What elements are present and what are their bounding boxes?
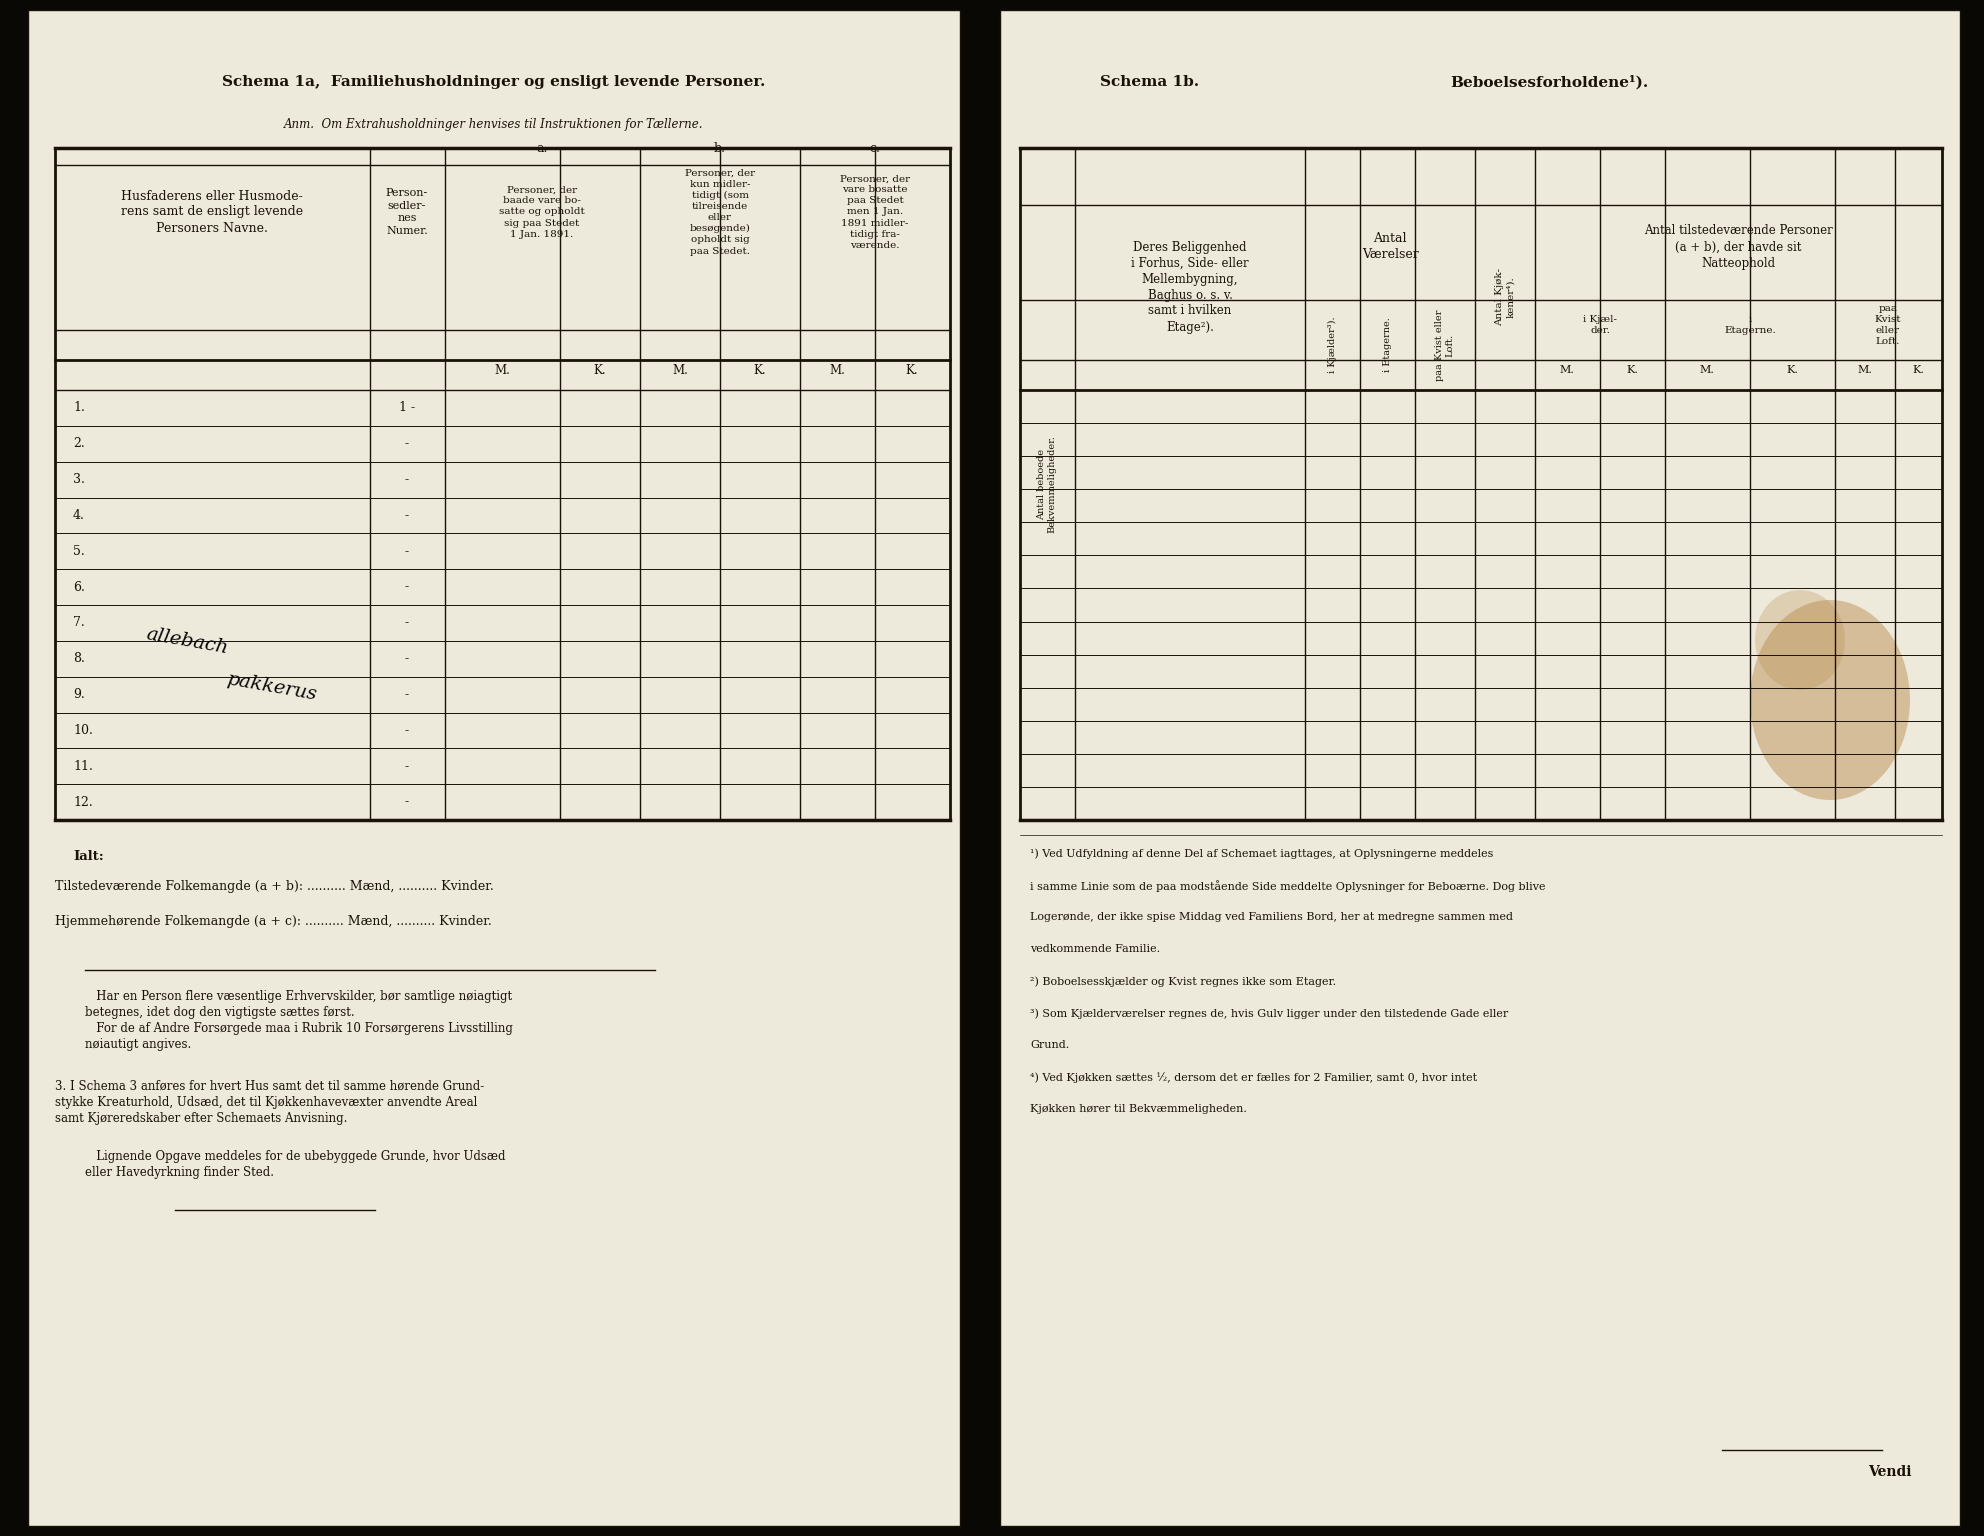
Text: Lignende Opgave meddeles for de ubebyggede Grunde, hvor Udsæd
eller Havedyrkning: Lignende Opgave meddeles for de ubebygge…	[85, 1150, 506, 1180]
Text: 4.: 4.	[73, 508, 85, 522]
Text: 9.: 9.	[73, 688, 85, 700]
Text: vedkommende Familie.: vedkommende Familie.	[1030, 945, 1161, 954]
Text: -: -	[405, 616, 409, 630]
Text: ²) Boboelsesskjælder og Kvist regnes ikke som Etager.: ²) Boboelsesskjælder og Kvist regnes ikk…	[1030, 975, 1335, 986]
Text: M.: M.	[829, 364, 845, 376]
Text: M.: M.	[1559, 366, 1575, 375]
Text: 3.: 3.	[73, 473, 85, 485]
Text: i
Etagerne.: i Etagerne.	[1724, 315, 1776, 335]
Text: paa Kvist eller
Loft.: paa Kvist eller Loft.	[1434, 309, 1454, 381]
Text: -: -	[405, 688, 409, 700]
Text: Husfaderens eller Husmode-
rens samt de ensligt levende
Personers Navne.: Husfaderens eller Husmode- rens samt de …	[121, 189, 304, 235]
Text: 10.: 10.	[73, 723, 93, 737]
Text: allebach: allebach	[145, 625, 230, 657]
Text: M.: M.	[1857, 366, 1873, 375]
Text: K.: K.	[1786, 366, 1798, 375]
Text: 1.: 1.	[73, 401, 85, 415]
Text: M.: M.	[494, 364, 510, 376]
Text: ¹) Ved Udfyldning af denne Del af Schemaet iagttages, at Oplysningerne meddeles: ¹) Ved Udfyldning af denne Del af Schema…	[1030, 848, 1494, 859]
Text: ⁴) Ved Kjøkken sættes ½, dersom det er fælles for 2 Familier, samt 0, hvor intet: ⁴) Ved Kjøkken sættes ½, dersom det er f…	[1030, 1072, 1478, 1083]
Text: Har en Person flere væsentlige Erhvervskilder, bør samtlige nøiagtigt
betegnes, : Har en Person flere væsentlige Erhvervsk…	[85, 991, 514, 1051]
Text: i Kjæl-
der.: i Kjæl- der.	[1583, 315, 1617, 335]
Text: Personer, der
baade vare bo-
satte og opholdt
sig paa Stedet
1 Jan. 1891.: Personer, der baade vare bo- satte og op…	[500, 186, 585, 238]
Text: K.: K.	[593, 364, 607, 376]
Text: M.: M.	[1700, 366, 1714, 375]
Text: -: -	[405, 473, 409, 485]
Text: Personer, der
vare bosatte
paa Stedet
men 1 Jan.
1891 midler-
tidigt fra-
værend: Personer, der vare bosatte paa Stedet me…	[839, 174, 911, 250]
Text: Schema 1b.: Schema 1b.	[1099, 75, 1198, 89]
Text: c.: c.	[869, 141, 881, 155]
Text: i samme Linie som de paa modstående Side meddelte Oplysninger for Beboærne. Dog : i samme Linie som de paa modstående Side…	[1030, 880, 1546, 892]
Text: K.: K.	[1627, 366, 1639, 375]
Ellipse shape	[1756, 590, 1845, 690]
Text: 5.: 5.	[73, 545, 85, 558]
Text: Grund.: Grund.	[1030, 1040, 1069, 1051]
Text: Logerønde, der ikke spise Middag ved Familiens Bord, her at medregne sammen med: Logerønde, der ikke spise Middag ved Fam…	[1030, 912, 1514, 922]
Text: 2.: 2.	[73, 438, 85, 450]
Text: 11.: 11.	[73, 760, 93, 773]
Text: Personer, der
kun midler-
tidigt (som
tilreisende
eller
besøgende)
opholdt sig
p: Personer, der kun midler- tidigt (som ti…	[684, 169, 756, 255]
Text: paa
Kvist
eller
Loft.: paa Kvist eller Loft.	[1875, 304, 1901, 346]
Text: 1 -: 1 -	[399, 401, 415, 415]
Text: 7.: 7.	[73, 616, 85, 630]
Text: 12.: 12.	[73, 796, 93, 808]
Text: Schema 1a,  Familiehusholdninger og ensligt levende Personer.: Schema 1a, Familiehusholdninger og ensli…	[222, 75, 766, 89]
Text: K.: K.	[905, 364, 919, 376]
Text: -: -	[405, 723, 409, 737]
Text: Antal tilstedeværende Personer
(a + b), der havde sit
Natteophold: Antal tilstedeværende Personer (a + b), …	[1643, 224, 1833, 269]
Text: ³) Som Kjælderværelser regnes de, hvis Gulv ligger under den tilstedende Gade el: ³) Som Kjælderværelser regnes de, hvis G…	[1030, 1008, 1508, 1018]
Text: b.: b.	[714, 141, 726, 155]
Text: 3. I Schema 3 anføres for hvert Hus samt det til samme hørende Grund-
stykke Kre: 3. I Schema 3 anføres for hvert Hus samt…	[56, 1080, 484, 1124]
Text: Ialt:: Ialt:	[73, 849, 103, 863]
Text: Vendi: Vendi	[1869, 1465, 1913, 1479]
Text: -: -	[405, 438, 409, 450]
Text: Anm.  Om Extrahusholdninger henvises til Instruktionen for Tællerne.: Anm. Om Extrahusholdninger henvises til …	[284, 118, 704, 131]
Text: Person-
sedler-
nes
Numer.: Person- sedler- nes Numer.	[385, 189, 429, 235]
Text: -: -	[405, 760, 409, 773]
Text: K.: K.	[1913, 366, 1924, 375]
Text: Kjøkken hører til Bekvæmmeligheden.: Kjøkken hører til Bekvæmmeligheden.	[1030, 1104, 1246, 1114]
Text: pakkerus: pakkerus	[224, 671, 317, 703]
Text: K.: K.	[754, 364, 766, 376]
Text: 6.: 6.	[73, 581, 85, 593]
Text: Antal Kjøk-
kener⁴).: Antal Kjøk- kener⁴).	[1496, 267, 1514, 326]
Text: -: -	[405, 508, 409, 522]
Text: 8.: 8.	[73, 653, 85, 665]
Text: M.: M.	[673, 364, 688, 376]
Text: i Kjælder³).: i Kjælder³).	[1327, 316, 1337, 373]
Text: Antal beboede
Bekvemmeligheder.: Antal beboede Bekvemmeligheder.	[1038, 435, 1057, 533]
Text: Hjemmehørende Folkemangde (a + c): .......... Mænd, .......... Kvinder.: Hjemmehørende Folkemangde (a + c): .....…	[56, 915, 492, 928]
Text: Tilstedeværende Folkemangde (a + b): .......... Mænd, .......... Kvinder.: Tilstedeværende Folkemangde (a + b): ...…	[56, 880, 494, 892]
FancyBboxPatch shape	[1000, 11, 1960, 1525]
Text: i Etagerne.: i Etagerne.	[1383, 318, 1391, 372]
Text: -: -	[405, 653, 409, 665]
Ellipse shape	[1750, 601, 1911, 800]
Text: Deres Beliggenhed
i Forhus, Side- eller
Mellembygning,
Baghus o. s. v.
samt i hv: Deres Beliggenhed i Forhus, Side- eller …	[1131, 241, 1248, 333]
Text: Beboelsesforholdene¹).: Beboelsesforholdene¹).	[1450, 75, 1649, 89]
Text: a.: a.	[536, 141, 548, 155]
Text: Antal
Værelser: Antal Værelser	[1361, 232, 1419, 261]
Text: -: -	[405, 796, 409, 808]
Text: -: -	[405, 581, 409, 593]
FancyBboxPatch shape	[28, 11, 960, 1525]
Text: -: -	[405, 545, 409, 558]
